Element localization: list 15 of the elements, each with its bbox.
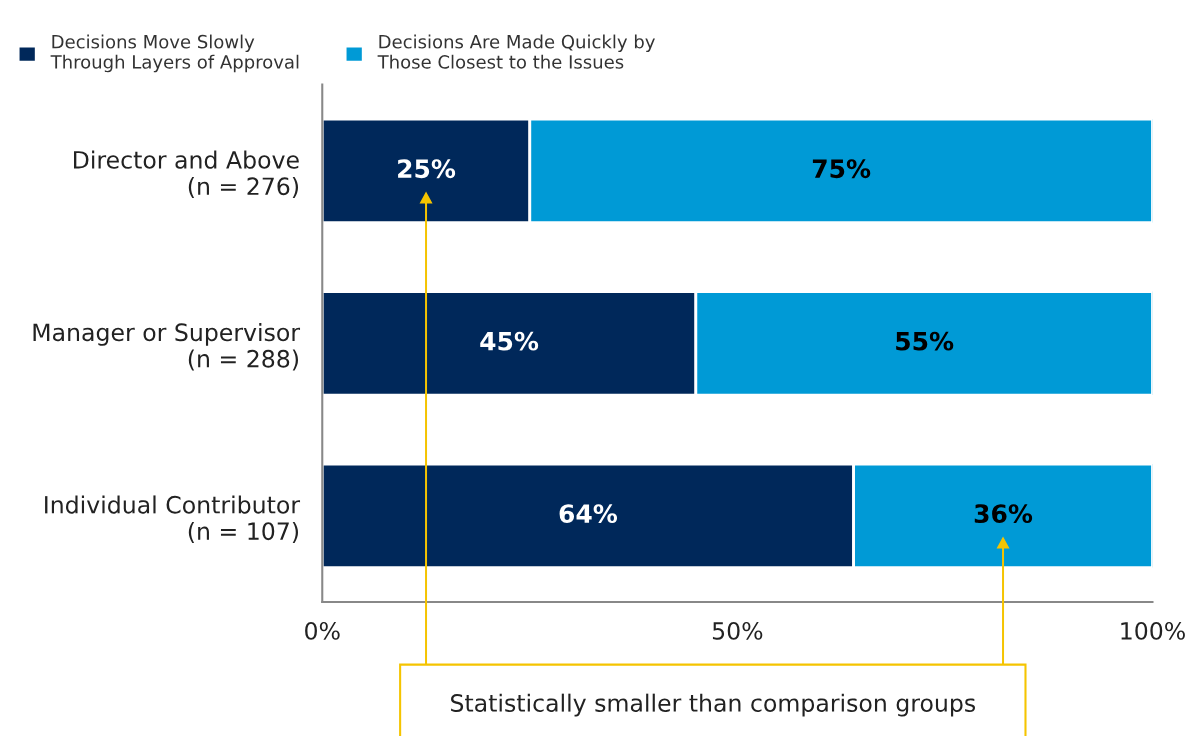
data-label: 36% [974,504,1033,524]
data-label: 64% [559,504,618,524]
legend-label: Decisions Move Slowly Through Layers of Approval [50,34,299,73]
data-label: 45% [480,331,539,351]
y-tick-label: Manager or Supervisor (n = 288) [33,322,301,371]
data-label: 55% [896,331,954,351]
data-label: 75% [812,159,871,179]
text: Statistically smaller than comparison groups [451,693,976,717]
x-tick-label: 0% [305,621,340,640]
x-tick-label: 100% [1121,621,1185,640]
data-label: 25% [398,159,456,179]
y-tick-label: Director and Above (n = 276) [74,150,299,198]
x-tick-label: 50% [712,621,763,640]
y-tick-label: Individual Contributor (n = 107) [45,495,301,543]
legend-label: Decisions Are Made Quickly by Those Closest to the Issues [377,34,655,69]
